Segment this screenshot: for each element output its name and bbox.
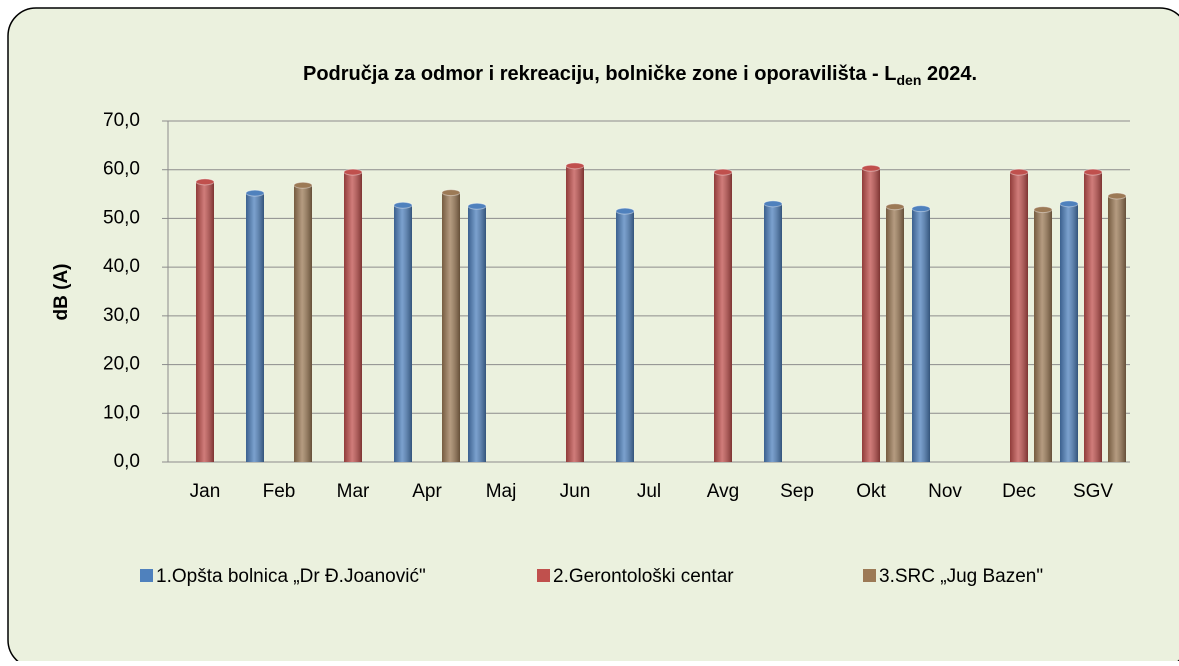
bar-shade: [886, 206, 904, 462]
y-tick-label: 30,0: [103, 305, 140, 326]
bar-cap: [713, 168, 733, 176]
bar-shade: [566, 165, 584, 462]
bar-shade: [764, 203, 782, 463]
x-tick-label: Apr: [412, 481, 442, 502]
bar-cap: [911, 205, 931, 213]
chart-title: Područja za odmor i rekreaciju, bolničke…: [303, 63, 977, 87]
bar-shade: [294, 185, 312, 462]
x-tick-label: Jul: [637, 481, 661, 502]
legend-label: 2.Gerontološki centar: [553, 566, 734, 587]
bar-cap: [885, 203, 905, 211]
bar-cap: [1033, 206, 1053, 214]
y-tick-label: 0,0: [114, 451, 140, 472]
bar-shade: [1108, 196, 1126, 462]
bar-shade: [714, 172, 732, 462]
bar-shade: [196, 181, 214, 462]
bar-shade: [344, 172, 362, 462]
y-tick-label: 20,0: [103, 354, 140, 375]
legend-swatch: [863, 569, 876, 582]
y-tick-label: 50,0: [103, 207, 140, 228]
x-tick-label: Dec: [1002, 481, 1036, 502]
legend-swatch: [537, 569, 550, 582]
bar-cap: [441, 189, 461, 197]
y-tick-label: 70,0: [103, 110, 140, 131]
bar-shade: [1034, 209, 1052, 462]
bar-shade: [862, 168, 880, 462]
bar-cap: [1059, 200, 1079, 208]
x-tick-label: Nov: [928, 481, 962, 502]
frame: [7, 7, 1179, 666]
x-tick-label: Feb: [263, 481, 296, 502]
bar-cap: [1083, 168, 1103, 176]
x-tick-label: Maj: [486, 481, 517, 502]
x-tick-label: Avg: [707, 481, 739, 502]
bar-shade: [616, 211, 634, 462]
legend-label: 1.Opšta bolnica „Dr Đ.Joanović": [156, 566, 426, 587]
x-tick-label: Jun: [560, 481, 591, 502]
bar-cap: [293, 181, 313, 189]
bar-cap: [1009, 168, 1029, 176]
bar-cap: [467, 202, 487, 210]
x-tick-label: Mar: [337, 481, 370, 502]
y-tick-label: 40,0: [103, 256, 140, 277]
bar-cap: [343, 168, 363, 176]
x-tick-label: Okt: [856, 481, 886, 502]
bar-shade: [468, 206, 486, 462]
y-axis-label: dB (A): [51, 264, 72, 321]
bar-shade: [1084, 172, 1102, 462]
x-tick-label: Jan: [190, 481, 221, 502]
bar-shade: [394, 205, 412, 463]
bar-shade: [246, 193, 264, 462]
bar-cap: [1107, 192, 1127, 200]
bar-cap: [195, 178, 215, 186]
y-tick-label: 60,0: [103, 159, 140, 180]
bar-shade: [1060, 203, 1078, 463]
bar-cap: [861, 164, 881, 172]
bar-shade: [442, 192, 460, 463]
y-tick-label: 10,0: [103, 402, 140, 423]
legend-label: 3.SRC „Jug Bazen": [879, 566, 1043, 587]
bar-cap: [393, 201, 413, 209]
bar-cap: [615, 207, 635, 215]
x-tick-label: SGV: [1073, 481, 1113, 502]
bar-cap: [245, 189, 265, 197]
bar-shade: [1010, 172, 1028, 462]
legend-swatch: [140, 569, 153, 582]
x-tick-label: Sep: [780, 481, 814, 502]
bar-shade: [912, 208, 930, 462]
bar-cap: [565, 162, 585, 170]
bar-cap: [763, 200, 783, 208]
